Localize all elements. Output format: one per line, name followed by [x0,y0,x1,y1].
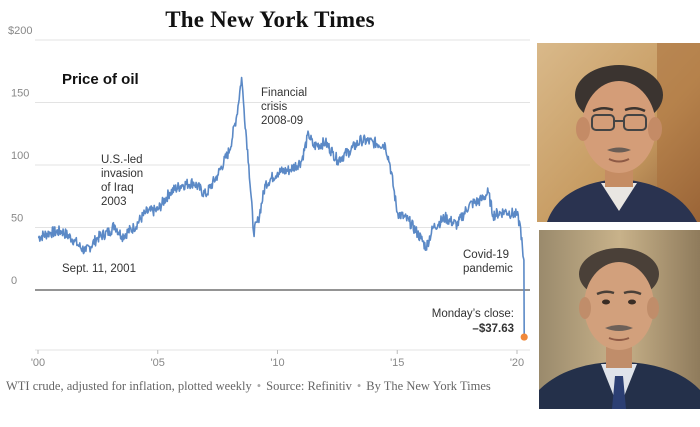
y-axis-ticks: 0 50 100 150 $200 [8,25,32,287]
grid-lines [35,39,530,351]
chart-title: Price of oil [62,71,139,88]
caption-source: Source: Refinitiv [266,379,352,393]
oil-price-line [37,76,525,338]
y-tick-label: 0 [11,275,17,287]
annotation-line: Covid-19 [463,249,509,261]
chart-annotation: U.S.-led invasion of Iraq 2003 [101,154,143,208]
chart-annotation: Financial crisis 2008-09 [261,87,307,127]
oil-price-chart: 0 50 100 150 $200 '00 '05 '10 '15 '20 Price of o… [8,25,530,369]
annotation-line: Sept. 11, 2001 [62,263,136,275]
y-tick-label: $200 [8,25,32,37]
y-tick-label: 100 [11,150,29,162]
x-tick-label: '00 [31,357,45,369]
man-with-glasses-portrait [537,43,700,222]
annotation-line: invasion [101,168,143,180]
annotation-line: –$37.63 [472,323,514,335]
y-tick-label: 150 [11,88,29,100]
chart-annotation: Covid-19 pandemic [463,249,513,275]
caption-separator: • [356,379,362,393]
annotation-line: Monday’s close: [432,308,514,320]
y-tick-label: 50 [11,213,23,225]
caption-separator: • [256,379,262,393]
chart-annotation: Monday’s close: –$37.63 [432,308,514,335]
annotation-line: of Iraq [101,182,134,194]
masthead-logo: The New York Times [165,7,375,32]
annotation-line: 2003 [101,196,127,208]
man-in-suit-portrait [539,230,700,409]
x-tick-label: '10 [270,357,284,369]
annotation-line: pandemic [463,263,513,275]
annotation-line: U.S.-led [101,154,143,166]
x-tick-label: '20 [510,357,524,369]
chart-annotation: Sept. 11, 2001 [62,263,136,275]
x-tick-label: '05 [151,357,165,369]
x-axis-ticks: '00 '05 '10 '15 '20 [31,350,524,369]
mondays-close-marker [520,333,528,341]
annotation-line: 2008-09 [261,115,303,127]
chart-annotations: U.S.-led invasion of Iraq 2003 Financial cris… [62,87,514,335]
caption-credit: By The New York Times [366,379,491,393]
chart-caption: WTI crude, adjusted for inflation, plott… [6,379,536,394]
caption-description: WTI crude, adjusted for inflation, plott… [6,379,252,393]
x-tick-label: '15 [390,357,404,369]
annotation-line: crisis [261,101,287,113]
annotation-line: Financial [261,87,307,99]
